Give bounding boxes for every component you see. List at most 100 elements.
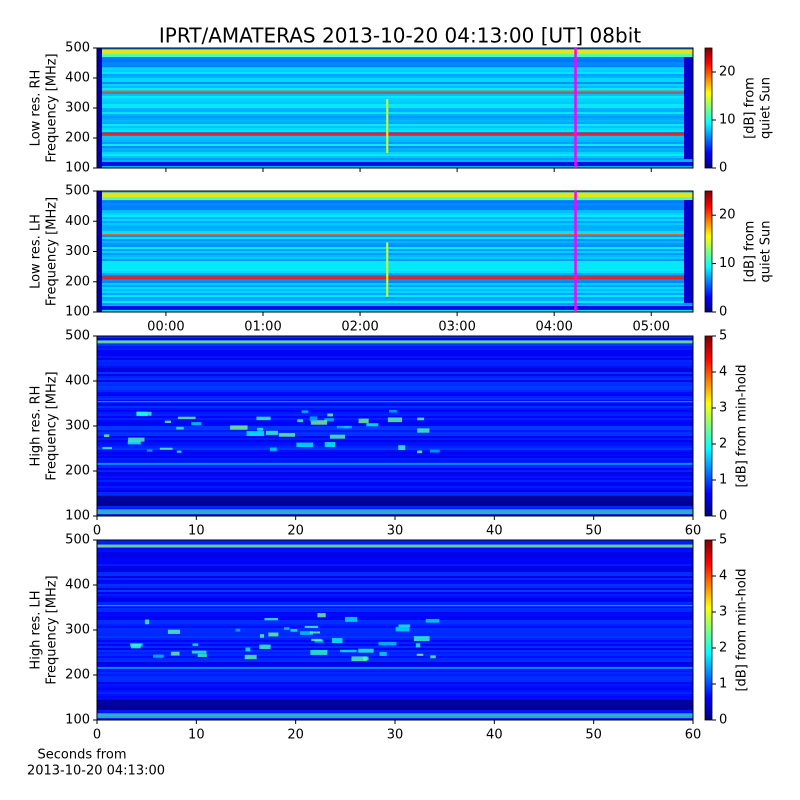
blob — [324, 418, 334, 422]
blob — [127, 440, 141, 445]
y-axis-label: Frequency [MHz] — [45, 197, 60, 306]
spectrogram-band — [97, 509, 693, 515]
spectrogram — [97, 191, 693, 312]
blob — [230, 425, 248, 430]
spectrogram-row — [97, 428, 693, 430]
colorbar-label: [dB] from min-hold — [735, 364, 750, 487]
spectrogram-row — [97, 584, 693, 586]
y-tick-label: 400 — [65, 578, 90, 593]
spectrogram-row — [97, 309, 693, 311]
spectrogram-row — [97, 48, 693, 50]
spectrogram-row — [97, 402, 693, 404]
y-axis-label: Frequency [MHz] — [45, 371, 60, 480]
y-axis-label: Low res. RH — [29, 70, 44, 147]
spectrogram-row — [97, 618, 693, 620]
spectrogram-row — [97, 450, 693, 452]
y-tick-label: 500 — [65, 533, 90, 548]
spectrogram-row — [97, 146, 693, 148]
blob — [395, 626, 410, 632]
spectrogram-row — [97, 376, 693, 378]
spectrogram-row — [97, 572, 693, 574]
spectrogram-row — [97, 386, 693, 388]
spectrogram-row — [97, 271, 693, 273]
blob — [378, 641, 397, 646]
blob — [358, 648, 374, 653]
spectrogram-row — [97, 660, 693, 662]
spectrogram-row — [97, 578, 693, 580]
colorbar-tick-label: 4 — [719, 365, 727, 380]
spectrogram-row — [97, 360, 693, 362]
spectrogram-row — [97, 126, 693, 128]
spectrogram-row — [97, 548, 693, 550]
spectrogram-row — [97, 650, 693, 652]
spectrogram-row — [97, 586, 693, 588]
spectrogram-row — [97, 554, 693, 556]
x-tick-label: 0 — [93, 728, 101, 743]
blob — [413, 636, 430, 642]
blob — [177, 416, 196, 420]
spectrogram-row — [97, 380, 693, 382]
spectrogram-row — [97, 574, 693, 576]
burst — [386, 99, 389, 153]
blob — [265, 430, 278, 435]
spectrogram-row — [97, 303, 693, 305]
colorbar-tick-label: 1 — [719, 677, 727, 692]
spectrogram-row — [97, 68, 693, 70]
spectrogram-row — [97, 396, 693, 398]
spectrogram-row — [97, 394, 693, 396]
y-axis-label: Frequency [MHz] — [45, 53, 60, 162]
spectrogram-row — [97, 158, 693, 160]
spectrogram-row — [97, 652, 693, 654]
spectrogram-row — [97, 464, 693, 466]
spectrogram-row — [97, 696, 693, 698]
spectrogram-row — [97, 476, 693, 478]
spectrogram-band — [97, 132, 693, 136]
spectrogram-row — [97, 142, 693, 144]
blob — [170, 651, 180, 656]
spectrogram-row — [97, 160, 693, 162]
spectrogram-band — [97, 162, 693, 166]
x-tick-label: 01:00 — [244, 320, 281, 335]
spectrogram-row — [97, 622, 693, 624]
spectrogram-row — [97, 378, 693, 380]
blob — [191, 422, 202, 426]
y-tick-label: 500 — [65, 41, 90, 56]
spectrogram-row — [97, 634, 693, 636]
spectrogram-row — [97, 550, 693, 552]
figure-title: IPRT/AMATERAS 2013-10-20 04:13:00 [UT] 0… — [159, 24, 641, 48]
spectrogram-row — [97, 291, 693, 293]
spectrogram-row — [97, 257, 693, 259]
spectrogram-row — [97, 118, 693, 120]
colorbar-tick-label: 20 — [719, 208, 736, 223]
spectrogram-row — [97, 446, 693, 448]
spectrogram-row — [97, 138, 693, 140]
spectrogram-row — [97, 293, 693, 295]
x-tick-label: 50 — [585, 524, 602, 539]
spectrogram-row — [97, 564, 693, 566]
colorbar-tick-label: 0 — [719, 161, 727, 176]
spectrogram-row — [97, 144, 693, 146]
x-tick-label: 20 — [287, 728, 304, 743]
spectrogram-row — [97, 596, 693, 598]
colorbar — [704, 190, 713, 313]
spectrogram-row — [97, 488, 693, 490]
spectrogram-band — [97, 495, 693, 506]
y-tick-label: 500 — [65, 184, 90, 199]
blob — [379, 651, 387, 656]
spectrogram-row — [97, 514, 693, 516]
spectrogram-row — [97, 267, 693, 269]
spectrogram-row — [97, 382, 693, 384]
blob — [336, 425, 353, 429]
y-tick-label: 400 — [65, 71, 90, 86]
spectrogram-row — [97, 442, 693, 444]
spectrogram-row — [97, 128, 693, 130]
spectrogram-row — [97, 448, 693, 450]
spectrogram-row — [97, 275, 693, 277]
spectrogram-row — [97, 104, 693, 106]
spectrogram-row — [97, 124, 693, 126]
spectrogram-row — [97, 436, 693, 438]
x-tick-label: 40 — [486, 524, 503, 539]
spectrogram-row — [97, 251, 693, 253]
spectrogram-row — [97, 454, 693, 456]
